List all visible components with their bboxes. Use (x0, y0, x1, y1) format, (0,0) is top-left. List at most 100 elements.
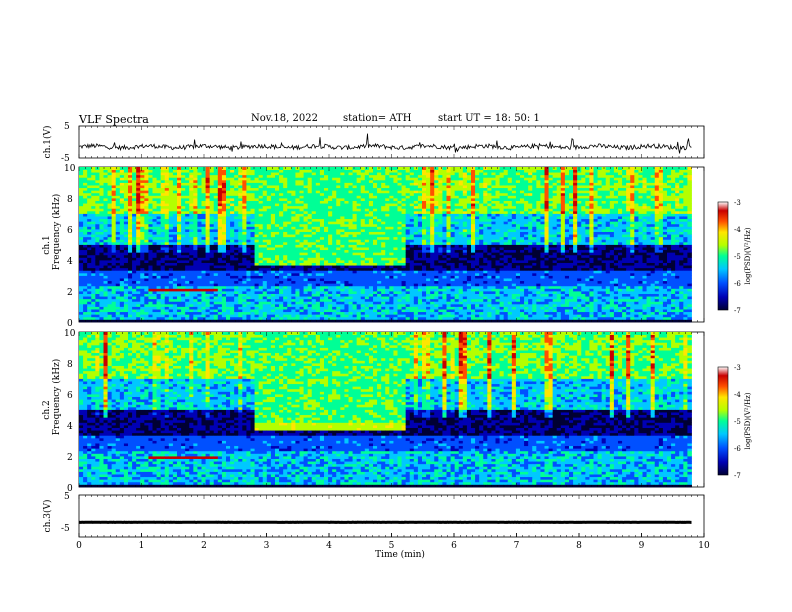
spectrogram-cell (99, 278, 103, 281)
spectrogram-cell (136, 203, 140, 206)
spectrogram-cell (197, 239, 201, 242)
spectrogram-cell (95, 312, 99, 315)
spectrogram-cell (112, 304, 116, 307)
spectrogram-cell (202, 226, 206, 229)
spectrogram-cell (128, 247, 132, 250)
spectrogram-cell (104, 175, 108, 178)
spectrogram-cell (189, 276, 193, 279)
spectrogram-cell (218, 265, 222, 268)
spectrogram-cell (108, 288, 112, 291)
spectrogram-cell (112, 226, 116, 229)
spectrogram-cell (140, 291, 144, 294)
spectrogram-cell (132, 268, 136, 271)
spectrogram-cell (120, 299, 124, 302)
spectrogram-cell (153, 312, 157, 315)
spectrogram-cell (148, 257, 152, 260)
spectrogram-cell (120, 221, 124, 224)
ch1-ytick-bottom: -5 (61, 154, 70, 164)
spectrogram-cell (104, 239, 108, 242)
spectrogram-cell (202, 307, 206, 310)
spectrogram-cell (83, 299, 87, 302)
spectrogram-cell (197, 224, 201, 227)
spectrogram-cell (185, 190, 189, 193)
spectrogram-cell (193, 252, 197, 255)
spectrogram-cell (140, 307, 144, 310)
spectrogram-cell (193, 250, 197, 253)
spectrogram-cell (169, 296, 173, 299)
spectrogram-cell (214, 195, 218, 198)
spectrogram-cell (132, 208, 136, 211)
spectrogram-cell (189, 201, 193, 204)
spectrogram-cell (91, 294, 95, 297)
spectrogram-cell (104, 216, 108, 219)
spectrogram-cell (148, 314, 152, 317)
spectrogram-cell (120, 229, 124, 232)
spectrogram-cell (177, 260, 181, 263)
spectrogram-cell (197, 203, 201, 206)
spectrogram-cell (128, 263, 132, 266)
spectrogram-cell (185, 177, 189, 180)
spectrogram-cell (173, 190, 177, 193)
spectrogram-cell (218, 201, 222, 204)
spectrogram-cell (218, 317, 222, 320)
spectrogram-cell (108, 183, 112, 186)
spectrogram-cell (112, 245, 116, 248)
spectrogram-cell (132, 294, 136, 297)
spectrogram-cell (202, 309, 206, 312)
spectrogram-cell (120, 281, 124, 284)
spectrogram-cell (193, 239, 197, 242)
spectrogram-cell (157, 301, 161, 304)
spectrogram-cell (136, 301, 140, 304)
spectrogram-cell (128, 221, 132, 224)
spectrogram-cell (210, 242, 214, 245)
spectrogram-cell (140, 312, 144, 315)
spectrogram-cell (136, 206, 140, 209)
spectrogram-cell (120, 286, 124, 289)
spectrogram-cell (157, 214, 161, 217)
spectrogram-cell (91, 268, 95, 271)
spectrogram-cell (169, 190, 173, 193)
spectrogram-cell (185, 237, 189, 240)
spectrogram-cell (108, 294, 112, 297)
spectrogram-cell (173, 281, 177, 284)
spectrogram-cell (210, 309, 214, 312)
spectrogram-cell (165, 208, 169, 211)
spectrogram-cell (153, 317, 157, 320)
spectrogram-cell (116, 288, 120, 291)
spectrogram-cell (116, 206, 120, 209)
spectrogram-cell (140, 283, 144, 286)
spectrogram-cell (153, 195, 157, 198)
spectrogram-cell (189, 185, 193, 188)
spectrogram-cell (112, 214, 116, 217)
spectrogram-cell (124, 237, 128, 240)
spectrogram-cell (124, 175, 128, 178)
spectrogram-cell (120, 211, 124, 214)
spectrogram-cell (87, 172, 91, 175)
spectrogram-cell (222, 288, 226, 291)
spectrogram-cell (181, 211, 185, 214)
spectrogram-cell (197, 252, 201, 255)
spectrogram-cell (165, 291, 169, 294)
spectrogram-cell (132, 252, 136, 255)
spectrogram-cell (161, 263, 165, 266)
spectrogram-cell (214, 201, 218, 204)
spectrogram-cell (185, 183, 189, 186)
spectrogram-cell (87, 177, 91, 180)
spectrogram-cell (214, 296, 218, 299)
spectrogram-cell (157, 193, 161, 196)
spectrogram-cell (120, 180, 124, 183)
spectrogram-cell (214, 286, 218, 289)
spectrogram-cell (218, 281, 222, 284)
spectrogram-cell (169, 208, 173, 211)
spectrogram-cell (202, 301, 206, 304)
spectrogram-cell (202, 190, 206, 193)
spectrogram-cell (144, 180, 148, 183)
spectrogram-cell (185, 319, 189, 322)
spectrogram-cell (95, 170, 99, 173)
spectrogram-cell (79, 278, 83, 281)
spectrogram-cell (87, 226, 91, 229)
spectrogram-cell (181, 242, 185, 245)
spectrogram-cell (161, 224, 165, 227)
spectrogram-cell (116, 219, 120, 222)
spectrogram-cell (132, 177, 136, 180)
